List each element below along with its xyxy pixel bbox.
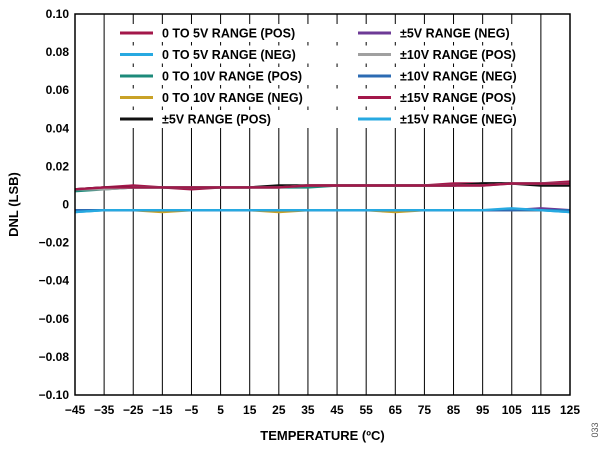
legend-label: 0 TO 10V RANGE (NEG)	[162, 91, 303, 105]
plot-frame	[74, 13, 571, 396]
legend-entry-background	[354, 24, 540, 42]
legend-entry-background	[116, 67, 344, 85]
y-tick-label: −0.02	[39, 236, 70, 250]
x-tick-label: −15	[152, 403, 173, 417]
x-tick-label: 115	[531, 403, 551, 417]
y-tick-label: 0.10	[46, 7, 70, 21]
legend-entry-background	[116, 88, 344, 107]
x-tick-label: 85	[447, 403, 461, 417]
x-tick-label: 5	[217, 403, 224, 417]
y-tick-label: 0.06	[46, 83, 70, 97]
legend: 0 TO 5V RANGE (POS) 0 TO 5V RANGE (NEG) 0 …	[116, 24, 540, 128]
legend-entry-background	[116, 110, 344, 128]
legend-label: ±15V RANGE (POS)	[400, 91, 516, 105]
legend-label: 0 TO 10V RANGE (POS)	[162, 70, 302, 84]
y-axis-title: DNL (LSB)	[6, 172, 21, 237]
legend-label: 0 TO 5V RANGE (NEG)	[162, 48, 296, 62]
y-tick-label: −0.10	[39, 388, 70, 402]
x-tick-label: 65	[389, 403, 403, 417]
y-tick-label: 0.04	[46, 121, 70, 135]
legend-entry-background	[116, 45, 344, 64]
y-tick-label: −0.06	[39, 312, 70, 326]
x-tick-label: 25	[272, 403, 286, 417]
x-tick-label: −25	[123, 403, 144, 417]
legend-entry-background	[354, 45, 540, 64]
legend-entry-background	[354, 110, 540, 128]
figure-id: 033	[590, 422, 600, 437]
legend-entry-background	[116, 24, 344, 42]
legend-label: ±15V RANGE (NEG)	[400, 113, 517, 127]
y-tick-label: 0.02	[46, 159, 70, 173]
x-tick-label: 55	[359, 403, 373, 417]
legend-label: ±5V RANGE (POS)	[162, 113, 271, 127]
series-line	[74, 207, 571, 214]
x-tick-labels: −45 −35 −25 −15 −5 5 15 25 35 45 55 65 75 85 95 105 115 1…	[65, 403, 581, 417]
x-tick-label: −5	[185, 403, 199, 417]
x-tick-label: −35	[94, 403, 115, 417]
x-tick-label: 75	[418, 403, 432, 417]
series-line	[74, 182, 570, 191]
x-axis-title: TEMPERATURE (ºC)	[260, 428, 384, 443]
x-tick-label: 105	[502, 403, 522, 417]
y-tick-label: 0.08	[46, 45, 70, 59]
legend-label: ±10V RANGE (NEG)	[400, 70, 517, 84]
legend-label: ±10V RANGE (POS)	[400, 48, 516, 62]
legend-label: ±5V RANGE (NEG)	[400, 27, 510, 41]
legend-label: 0 TO 5V RANGE (POS)	[162, 27, 295, 41]
x-tick-label: 15	[243, 403, 257, 417]
y-tick-label: 0	[62, 198, 69, 212]
x-tick-label: 95	[476, 403, 490, 417]
legend-entry-background	[354, 88, 540, 107]
y-tick-labels: 0.10 0.08 0.06 0.04 0.02 0 −0.02 −0.04 −0.06 −0.0…	[39, 7, 70, 402]
x-tick-label: 45	[330, 403, 344, 417]
x-tick-label: −45	[65, 403, 86, 417]
x-tick-label: 35	[301, 403, 315, 417]
y-tick-label: −0.08	[39, 350, 70, 364]
x-tick-label: 125	[560, 403, 580, 417]
series-lines	[74, 180, 571, 214]
y-tick-label: −0.04	[39, 274, 70, 288]
legend-entry-background	[354, 67, 540, 85]
